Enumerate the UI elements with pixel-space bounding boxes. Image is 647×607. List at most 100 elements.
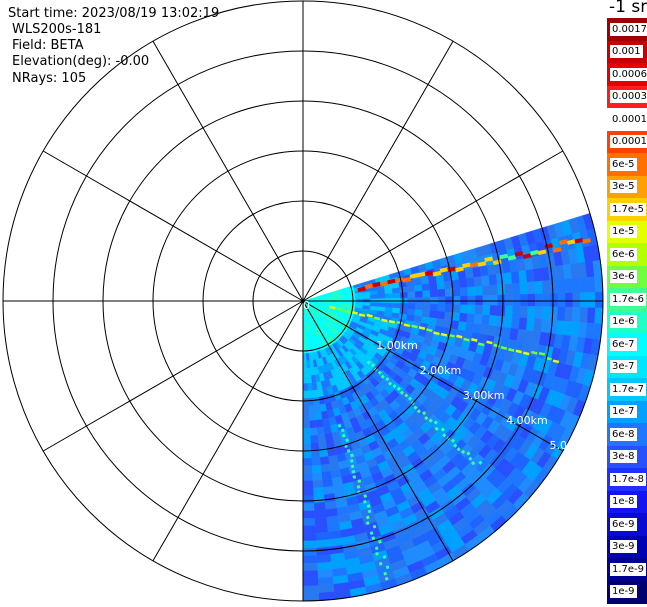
radar-cell [466,313,476,324]
radar-cell [313,397,320,406]
radar-cell [317,584,335,594]
radar-cell [503,272,513,285]
radar-cell [429,310,438,319]
radar-cell [519,282,529,295]
radar-cell [302,413,310,422]
feature-band-cell [388,319,396,324]
feature-band-cell [471,338,478,342]
feature-streak-cell [378,539,382,544]
radar-cell [444,311,453,321]
radar-cell [594,307,604,325]
radar-features [329,237,592,581]
feature-plume-cell [462,262,471,269]
feature-band-cell [366,313,373,318]
colorbar-tick-label: 6e-9 [610,517,637,531]
radar-cell [302,547,317,557]
feature-streak-cell [413,405,418,410]
radar-cell [459,304,469,314]
radar-cell [302,375,308,384]
radar-cell [309,427,318,437]
feature-plume-cell [379,281,389,287]
radar-cell [319,456,330,466]
radar-cell [316,554,332,564]
feature-streak-cell [404,393,409,398]
colorbar-tick-label: 3e-7 [610,360,637,374]
radar-cell [518,270,528,284]
radar-cell [313,494,325,504]
radar-cell [302,540,317,549]
radar-cell [414,309,423,317]
instrument-label: WLS200s-181 [12,22,102,37]
feature-streak-cell [378,561,383,566]
feature-band-cell [515,349,523,354]
feature-band-cell [477,342,485,347]
feature-band-cell [545,356,552,361]
feature-band-cell [523,351,530,356]
feature-streak-cell [350,464,355,469]
feature-streak-cell [470,461,476,466]
radar-cell [534,280,544,295]
elevation-label: Elevation(deg): -0.00 [12,54,150,69]
feature-streak-cell [340,428,345,433]
radar-cell [557,292,566,308]
range-label: 1.00km [376,339,418,352]
radar-cell [533,318,543,333]
radar-cell [496,315,506,328]
radar-cell [556,278,566,294]
feature-streak-cell [349,459,354,463]
radar-cell [302,487,314,497]
colorbar-tick-label: 1.7e-8 [610,472,647,486]
feature-band-cell [463,337,470,342]
radar-cell [306,375,313,384]
colorbar-tick-label: 1.7e-6 [610,292,647,306]
feature-streak-cell [407,396,413,401]
radar-cell [407,291,416,299]
radar-cell [313,404,322,414]
radar-cell [302,465,313,474]
colorbar-tick-label: 3e-9 [610,540,637,554]
radar-cell [307,397,315,407]
radar-cell [580,292,589,308]
feature-streak-cell [356,485,361,489]
radar-cell [586,307,596,324]
feature-streak-cell [369,531,374,535]
radar-cell [413,278,423,286]
feature-band-cell [381,318,388,323]
radar-cell [422,303,431,312]
radar-cell [535,293,544,307]
feature-plume-cell [409,273,419,279]
feature-plume-cell [574,237,584,244]
feature-streak-cell [468,456,473,461]
feature-streak-cell [363,494,368,498]
radar-cell [467,304,476,315]
radar-cell [308,405,316,414]
feature-band-cell [411,324,418,329]
radar-cell [312,487,325,496]
radar-cell [474,304,484,316]
feature-plume-cell [552,247,562,253]
radar-cell [315,546,331,556]
radar-cell [370,294,379,300]
colorbar-tick-label: 1e-9 [610,585,637,599]
feature-streak-cell [392,383,397,389]
feature-plume-cell [477,261,487,267]
radar-cell [302,562,318,572]
feature-plume-cell [424,270,434,277]
radar-cell [571,307,581,323]
radar-cell [467,295,476,306]
feature-plume-cell [537,249,547,256]
colorbar-tick-label: 6e-6 [610,247,637,261]
radar-cell [467,286,476,297]
colorbar-tick-label: 1e-8 [610,495,637,509]
feature-streak-cell [377,370,382,375]
radar-cell [311,472,323,481]
colorbar-tick-label: 0.001 [610,45,643,59]
azimuth-spoke [152,300,304,562]
radar-cell [437,303,446,313]
radar-cell [315,531,329,541]
radar-cell [421,309,431,318]
radar-cell [377,302,386,308]
colorbar-tick-label: 0.0001 [610,135,647,149]
feature-streak-cell [365,515,370,520]
